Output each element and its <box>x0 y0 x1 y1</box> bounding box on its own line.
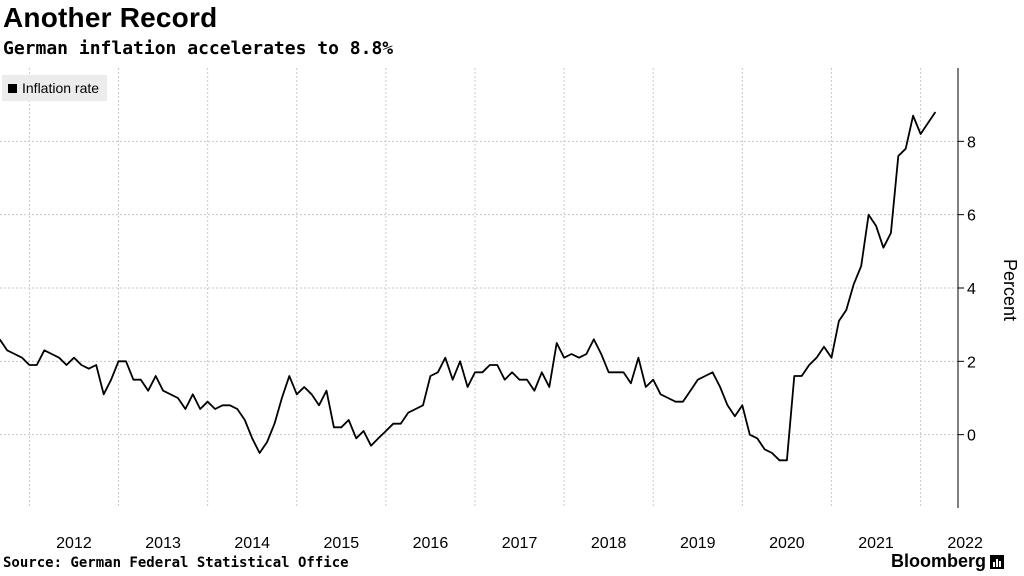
x-tick-label: 2013 <box>145 535 181 552</box>
legend-swatch <box>8 83 17 93</box>
series-layer <box>0 111 937 462</box>
x-tick-label: 2012 <box>56 535 92 552</box>
chart-title: Another Record <box>3 2 218 33</box>
x-tick-label: 2022 <box>947 535 983 552</box>
x-tick-label: 2016 <box>413 535 449 552</box>
source-note: Source: German Federal Statistical Offic… <box>3 555 349 571</box>
chart-subtitle: German inflation accelerates to 8.8% <box>3 38 394 59</box>
x-tick-label: 2018 <box>591 535 627 552</box>
axes: 0 2 4 6 8 2012 2013 2014 2015 2016 2017 2018 2019 202… <box>56 68 983 552</box>
x-tick-label: 2020 <box>769 535 805 552</box>
series-line-inflation-rate <box>0 111 937 462</box>
x-tick-label: 2017 <box>502 535 538 552</box>
y-tick-label: 8 <box>967 134 976 151</box>
y-tick-label: 4 <box>967 281 976 298</box>
legend-label: Inflation rate <box>22 80 100 96</box>
y-tick-label: 2 <box>967 354 976 371</box>
y-tick-label: 0 <box>967 428 976 445</box>
legend: Inflation rate <box>2 75 108 101</box>
brand-name: Bloomberg <box>890 551 986 571</box>
y-axis-label: Percent <box>1000 259 1020 321</box>
x-tick-label: 2019 <box>680 535 716 552</box>
x-tick-label: 2014 <box>234 535 270 552</box>
bar-chart-icon <box>990 554 1004 569</box>
x-tick-label: 2021 <box>858 535 894 552</box>
gridlines <box>0 68 958 508</box>
y-tick-label: 6 <box>967 208 976 225</box>
brand-logo: Bloomberg <box>891 551 1004 572</box>
x-tick-label: 2015 <box>324 535 360 552</box>
